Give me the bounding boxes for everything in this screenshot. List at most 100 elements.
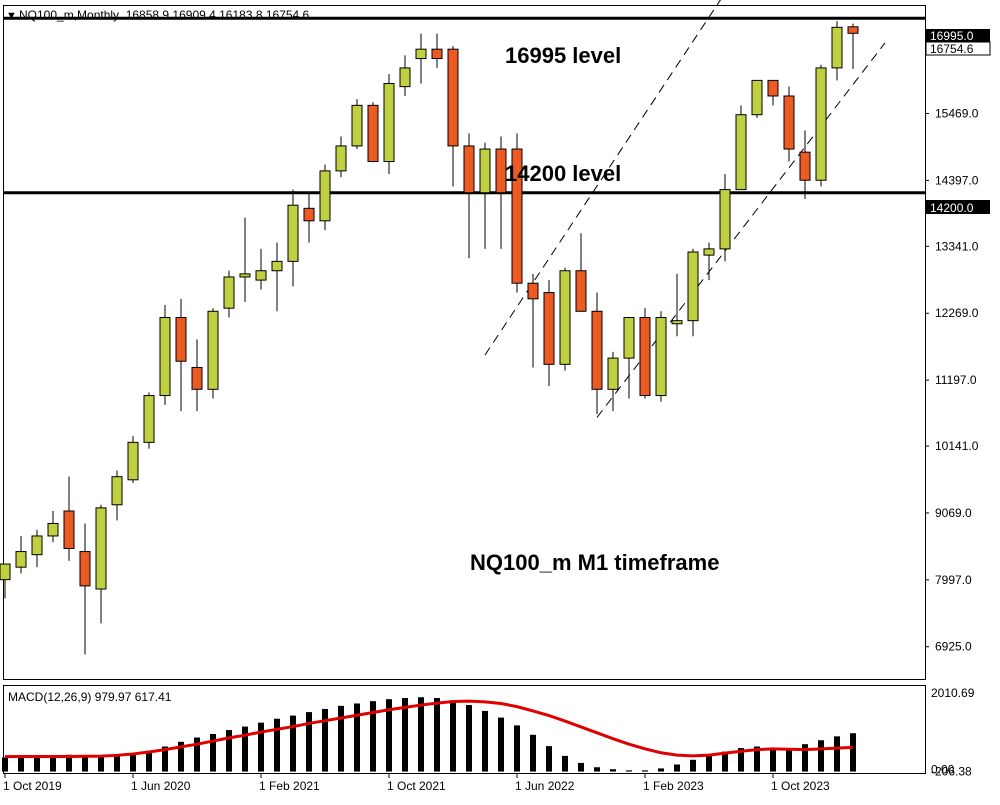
- candle: [47, 511, 59, 543]
- candle: [95, 504, 107, 624]
- candle-body: [159, 317, 171, 397]
- macd-bar: [322, 708, 328, 772]
- macd-bar: [178, 741, 184, 772]
- candle: [463, 133, 475, 259]
- candle: [127, 436, 139, 483]
- candle-body: [847, 26, 859, 34]
- candle-body: [463, 145, 475, 194]
- macd-bar: [690, 759, 696, 772]
- macd-bar: [130, 753, 136, 772]
- candle-body: [431, 48, 443, 60]
- candle: [703, 242, 715, 281]
- macd-bar: [114, 755, 120, 772]
- y-tick-label: 10141.0: [935, 439, 979, 453]
- x-tick-label: 1 Feb 2023: [643, 779, 704, 793]
- candle-body: [287, 204, 299, 262]
- candle-body: [479, 148, 491, 194]
- candle-body: [783, 95, 795, 150]
- candle-body: [751, 79, 763, 116]
- y-axis: 16541.015469.014397.013341.012269.011197…: [925, 40, 979, 779]
- macd-bar: [258, 722, 264, 772]
- candle: [255, 248, 267, 290]
- candle-body: [47, 522, 59, 537]
- candle: [111, 470, 123, 521]
- candle: [415, 33, 427, 84]
- macd-bar: [402, 698, 408, 772]
- candle: [335, 136, 347, 178]
- candle: [495, 136, 507, 249]
- candle-body: [415, 48, 427, 60]
- candle-body: [223, 276, 235, 309]
- candle-body: [335, 145, 347, 172]
- candle: [719, 174, 731, 262]
- macd-bar: [658, 768, 664, 772]
- candle-body: [623, 317, 635, 359]
- candle: [159, 305, 171, 405]
- macd-bar: [530, 734, 536, 772]
- candle: [319, 164, 331, 231]
- candle: [543, 280, 555, 387]
- macd-bar: [642, 770, 648, 772]
- candle-body: [111, 476, 123, 506]
- candle: [239, 217, 251, 302]
- macd-bar: [850, 733, 856, 772]
- dropdown-arrow-icon[interactable]: ▼: [6, 10, 17, 22]
- candle: [0, 563, 11, 599]
- macd-bar: [738, 748, 744, 772]
- macd-bar: [226, 730, 232, 772]
- macd-bar: [834, 736, 840, 772]
- candle-body: [127, 441, 139, 481]
- candle-body: [143, 395, 155, 443]
- candle-body: [799, 151, 811, 181]
- svg-text:16995.0: 16995.0: [930, 29, 974, 43]
- y-tick-label: 6925.0: [935, 640, 972, 654]
- candle-body: [95, 507, 107, 590]
- candle: [687, 248, 699, 337]
- macd-bar: [466, 705, 472, 772]
- price-tag-high: 16995.0: [926, 29, 990, 43]
- candle: [223, 270, 235, 318]
- candle: [399, 55, 411, 96]
- candle-body: [303, 207, 315, 222]
- x-tick-label: 1 Feb 2021: [259, 779, 320, 793]
- macd-y-tick-label: 0.00: [931, 763, 955, 777]
- candle: [671, 273, 683, 337]
- macd-bar: [370, 701, 376, 772]
- y-tick-label: 9069.0: [935, 506, 972, 520]
- candle-body: [175, 317, 187, 362]
- main-plot-frame: [3, 5, 926, 680]
- x-tick-label: 1 Jun 2022: [515, 779, 575, 793]
- level-low-label: 14200 level: [505, 161, 621, 186]
- candle: [783, 86, 795, 162]
- macd-bar: [2, 757, 8, 772]
- y-tick-label: 14397.0: [935, 173, 979, 187]
- candle: [191, 339, 203, 412]
- candle: [143, 392, 155, 449]
- candle: [639, 308, 651, 399]
- macd-bar: [194, 737, 200, 772]
- macd-bar: [162, 746, 168, 772]
- macd-bar: [290, 715, 296, 772]
- macd-bar: [274, 718, 280, 772]
- candle: [591, 292, 603, 415]
- y-tick-label: 13341.0: [935, 239, 979, 253]
- macd-bar: [434, 698, 440, 772]
- x-tick-label: 1 Oct 2021: [387, 779, 446, 793]
- y-tick-label: 15469.0: [935, 107, 979, 121]
- candle-body: [687, 251, 699, 322]
- candle-body: [319, 170, 331, 222]
- macd-histogram: [2, 697, 856, 772]
- macd-bar: [674, 764, 680, 772]
- candle-body: [767, 79, 779, 97]
- candle: [511, 133, 523, 293]
- macd-bar: [818, 740, 824, 772]
- candle-body: [399, 67, 411, 88]
- candle: [207, 308, 219, 399]
- macd-y-tick-label: 2010.69: [931, 686, 975, 700]
- price-tag-current: 16754.6: [925, 41, 991, 56]
- candle: [351, 99, 363, 150]
- macd-bar: [338, 705, 344, 772]
- candle-body: [735, 114, 747, 191]
- candle: [431, 33, 443, 68]
